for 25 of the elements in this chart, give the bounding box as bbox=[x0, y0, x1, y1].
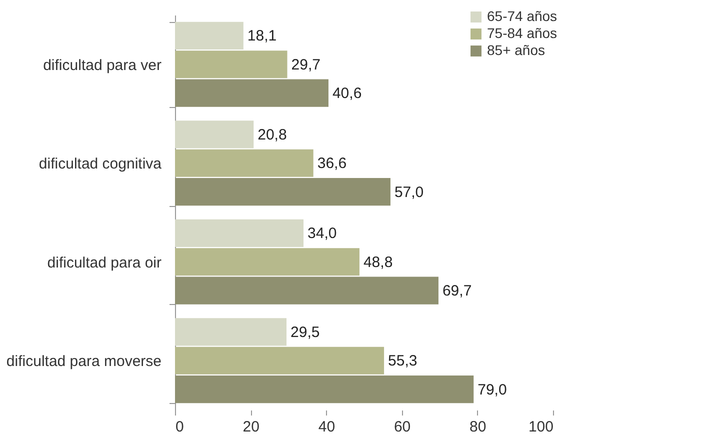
data-label: 79,0 bbox=[478, 381, 507, 398]
legend-label: 65-74 años bbox=[487, 8, 558, 24]
data-label: 69,7 bbox=[442, 282, 472, 300]
x-tick-label: 100 bbox=[528, 418, 554, 436]
legend-label: 85+ años bbox=[487, 42, 545, 58]
x-tick-label: 0 bbox=[176, 418, 184, 436]
data-label: 29,7 bbox=[291, 56, 320, 74]
x-tick-label: 60 bbox=[394, 418, 411, 436]
data-label: 57,0 bbox=[394, 184, 424, 201]
x-tick-label: 20 bbox=[242, 418, 260, 436]
x-tick-label: 40 bbox=[318, 418, 336, 436]
data-label: 20,8 bbox=[258, 126, 287, 144]
y-tick-label: dificultad para oir bbox=[47, 254, 162, 272]
x-tick-label: 80 bbox=[470, 418, 486, 436]
data-label: 48,8 bbox=[363, 254, 393, 271]
data-label: 34,0 bbox=[308, 225, 337, 242]
data-label: 55,3 bbox=[388, 352, 418, 370]
y-tick-label: dificultad para ver bbox=[43, 56, 162, 74]
data-label: 40,6 bbox=[332, 85, 362, 102]
legend-label: 75-84 años bbox=[487, 25, 558, 41]
y-tick-label: dificultad cognitiva bbox=[38, 156, 162, 173]
y-tick-label: dificultad para moverse bbox=[6, 353, 162, 370]
data-label: 18,1 bbox=[247, 28, 277, 45]
data-label: 29,5 bbox=[290, 324, 320, 341]
data-label: 36,6 bbox=[317, 155, 347, 172]
